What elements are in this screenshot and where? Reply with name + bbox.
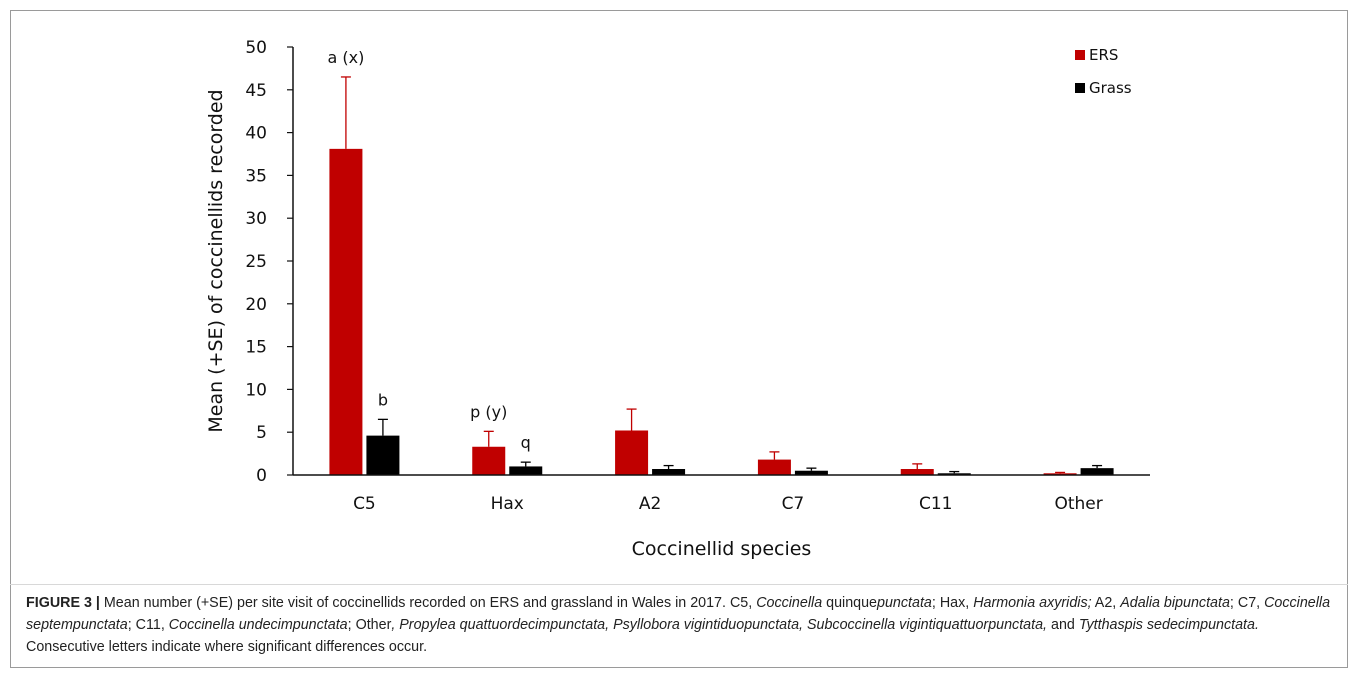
caption-body: Mean number (+SE) per site visit of cocc…: [26, 595, 1330, 655]
y-axis-title: Mean (+SE) of coccinellids recorded: [205, 89, 227, 432]
caption-segment: Mean number (+SE) per site visit of cocc…: [99, 595, 757, 611]
caption-segment: Coccinella septempunctata: [26, 595, 1331, 633]
annotation-label: q: [521, 433, 531, 452]
x-tick-label: C7: [782, 494, 805, 514]
annotation-label: p (y): [470, 402, 507, 421]
y-tick-label: 15: [245, 338, 267, 358]
bar-grass-c5: [366, 435, 400, 475]
error-bars-group: [340, 76, 1103, 474]
bar-chart: 0 5 10 15 20 25 30 35 40 45 50 C5 Hax A2 C7 C11 Other a…: [205, 38, 1150, 560]
caption-segment: Coccinella: [756, 595, 823, 611]
y-tick-label: 35: [245, 166, 267, 186]
x-tick-label: C11: [919, 494, 953, 514]
y-tick-label: 20: [245, 295, 267, 315]
figure-label: FIGURE 3 |: [26, 595, 100, 611]
bar-grass-a2: [652, 469, 686, 475]
caption-segment: , Propylea quattuordecimpunctata, Psyllo…: [391, 617, 1048, 633]
y-tick-label: 10: [245, 380, 267, 400]
y-tick-label: 50: [245, 38, 267, 58]
caption-segment: quinque: [822, 595, 878, 611]
y-tick-label: 25: [245, 252, 267, 272]
x-tick-label: A2: [639, 494, 661, 514]
caption-segment: Adalia bipunctata: [1120, 595, 1230, 611]
caption-segment: Tytthaspis sedecimpunctata.: [1078, 617, 1259, 633]
x-tick-label: Hax: [491, 494, 524, 514]
caption-segment: Coccinella undecimpunctata: [168, 617, 348, 633]
caption-segment: Harmonia axyridis;: [973, 595, 1092, 611]
bar-grass-c7: [794, 470, 828, 475]
caption-segment: A2,: [1091, 595, 1121, 611]
y-tick-label: 45: [245, 81, 267, 101]
legend-label-ers: ERS: [1089, 46, 1118, 64]
y-tick-label: 0: [256, 466, 267, 486]
y-tick-label: 40: [245, 124, 267, 144]
bar-ers-c5: [329, 148, 363, 475]
x-tick-label: C5: [353, 494, 376, 514]
bar-ers-c7: [757, 459, 791, 475]
legend-swatch-grass: [1075, 83, 1085, 93]
annotation-label: b: [378, 390, 388, 409]
bar-ers-c11: [900, 469, 934, 475]
bars-group: [329, 148, 1114, 475]
annotation-label: a (x): [327, 48, 364, 67]
x-axis-labels: C5 Hax A2 C7 C11 Other: [353, 494, 1103, 514]
x-tick-label: Other: [1054, 494, 1102, 514]
legend-label-grass: Grass: [1089, 79, 1132, 97]
significance-annotations: a (x) b p (y) q: [327, 48, 530, 452]
caption-segment: Consecutive letters indicate where signi…: [26, 639, 428, 655]
caption-segment: ; Other: [347, 617, 392, 633]
y-tick-label: 5: [256, 423, 267, 443]
caption-segment: punctata: [877, 595, 932, 611]
legend: ERS Grass: [1075, 46, 1132, 97]
caption-segment: ; Hax,: [931, 595, 974, 611]
bar-grass-hax: [509, 466, 543, 475]
bar-grass-c11: [937, 473, 971, 475]
caption-segment: ; C11,: [127, 617, 169, 633]
x-axis-title: Coccinellid species: [632, 538, 812, 560]
bar-ers-hax: [472, 446, 506, 475]
y-axis-ticks: 0 5 10 15 20 25 30 35 40 45 50: [245, 38, 293, 486]
bar-ers-other: [1043, 473, 1077, 475]
y-tick-label: 30: [245, 209, 267, 229]
bar-ers-a2: [615, 430, 649, 475]
caption-segment: ; C7,: [1229, 595, 1265, 611]
figure-caption: FIGURE 3 | Mean number (+SE) per site vi…: [26, 592, 1332, 658]
legend-swatch-ers: [1075, 50, 1085, 60]
bar-grass-other: [1080, 468, 1114, 475]
caption-divider: [10, 584, 1348, 585]
figure-frame: [10, 10, 1348, 668]
caption-segment: and: [1047, 617, 1079, 633]
